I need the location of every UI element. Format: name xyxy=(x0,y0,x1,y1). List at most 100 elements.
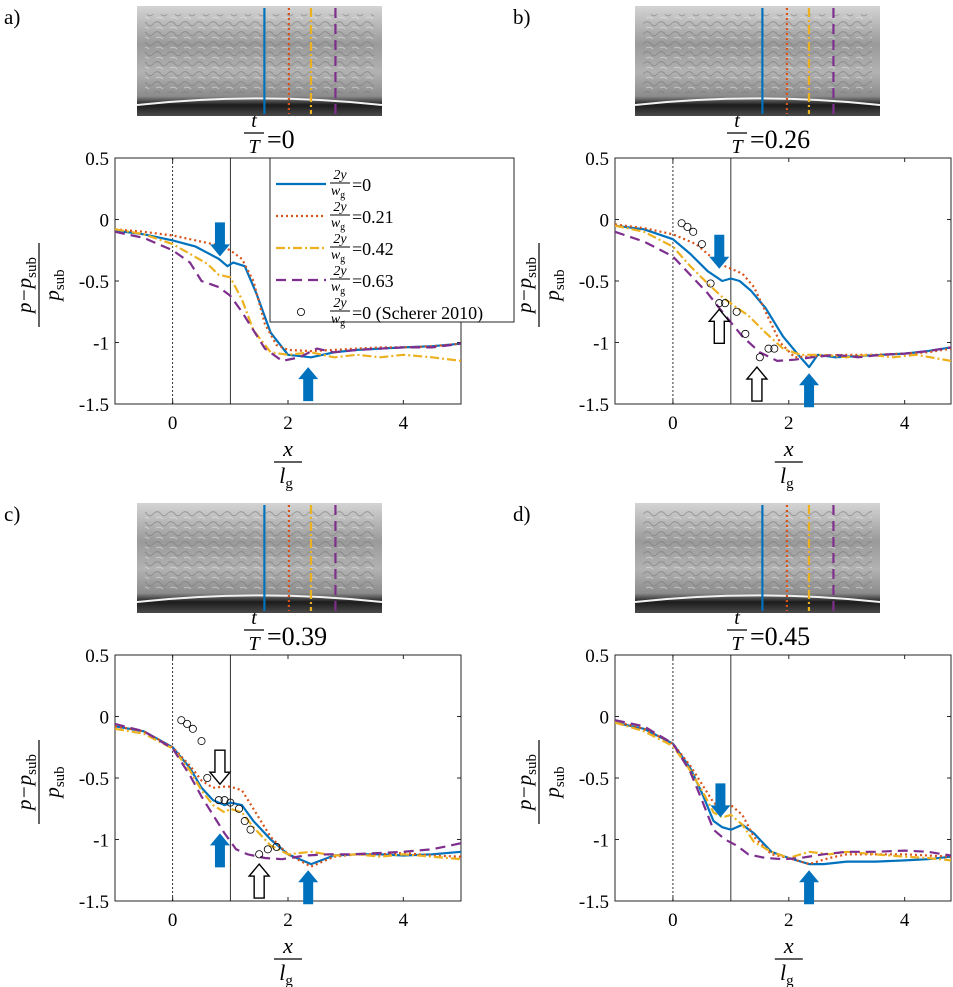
series-line-2y-0 xyxy=(615,224,951,369)
x-axis-label-denominator: lg xyxy=(780,463,794,492)
y-axis-label-numerator-sub: sub xyxy=(524,257,540,278)
scherer-2010-marker xyxy=(197,737,206,746)
scherer-2010-marker xyxy=(706,279,715,288)
plot-area xyxy=(615,219,951,369)
time-label-numerator: t xyxy=(734,110,740,132)
filled-arrow-marker xyxy=(209,833,230,868)
scherer-2010-marker xyxy=(764,344,773,353)
y-axis-label-denominator: psub xyxy=(40,766,68,799)
scherer-2010-marker xyxy=(683,222,692,231)
legend-entry-value: =0.42 xyxy=(352,239,394,259)
y-axis-label-numerator-sub: sub xyxy=(24,257,40,278)
filled-arrow-marker xyxy=(709,234,730,269)
scherer-2010-marker xyxy=(188,724,197,733)
legend-fraction-denominator-sub: g xyxy=(340,254,345,265)
y-axis-label-numerator: p−psub xyxy=(12,754,40,812)
legend-fraction-denominator-sub: g xyxy=(340,318,345,329)
panel-label: d) xyxy=(513,502,531,526)
glottis-image xyxy=(634,6,881,116)
y-axis-label-denominator-sub: sub xyxy=(552,269,568,290)
legend-fraction-denominator-sub: g xyxy=(340,190,345,201)
y-axis-label-denominator-sub: sub xyxy=(52,269,68,290)
y-tick-label: 0.5 xyxy=(585,646,609,667)
scherer-2010-marker xyxy=(677,219,686,228)
x-tick-label: 2 xyxy=(283,413,293,434)
axes-box xyxy=(614,654,952,902)
x-axis-label-denominator-sub: g xyxy=(285,973,293,987)
legend-fraction-numerator: 2y xyxy=(333,200,347,215)
image-texture xyxy=(643,14,872,94)
time-label-denominator: T xyxy=(731,633,744,655)
legend-swatch-marker xyxy=(296,307,305,316)
x-tick-label: 4 xyxy=(399,910,409,931)
panel-label: b) xyxy=(513,5,531,29)
scherer-2010-marker xyxy=(689,227,698,236)
series-line-2y-0 xyxy=(615,721,951,866)
y-axis-label-numerator-sub: sub xyxy=(524,754,540,775)
scherer-2010-marker xyxy=(770,344,779,353)
time-label-numerator: t xyxy=(251,110,257,132)
scherer-2010-marker xyxy=(246,825,255,834)
time-label-denominator: T xyxy=(248,136,261,158)
series-line-2y-0-42 xyxy=(115,727,461,861)
x-tick-label: 4 xyxy=(399,413,409,434)
y-tick-label: 0 xyxy=(600,708,610,729)
time-label: tT =0.45 xyxy=(727,607,810,655)
y-axis-label-denominator: psub xyxy=(540,269,568,302)
legend: 2ywg=02ywg=0.212ywg=0.422ywg=0.632ywg=0 … xyxy=(269,157,515,329)
x-tick-label: 2 xyxy=(283,910,293,931)
y-tick-label: 0 xyxy=(100,211,110,232)
panels-root: a)tT =00.50-0.5-1-1.50 2 4p−psubpsubxlgb)tT… xyxy=(4,5,952,987)
x-axis-label: xlg xyxy=(274,436,302,492)
y-tick-label: -0.5 xyxy=(79,272,109,293)
scherer-2010-marker xyxy=(721,299,730,308)
series-line-2y-0-42 xyxy=(615,721,951,862)
x-tick-label: 4 xyxy=(900,413,910,434)
legend-fraction-denominator-sub: g xyxy=(340,286,345,297)
x-axis-label-denominator: lg xyxy=(279,960,293,987)
time-label: tT =0 xyxy=(244,110,295,158)
hollow-arrow-marker xyxy=(707,308,731,344)
x-axis-label-denominator-sub: g xyxy=(285,476,293,492)
filled-arrow-marker xyxy=(298,870,319,905)
plot-area xyxy=(115,228,461,362)
x-axis-label-numerator: x xyxy=(783,933,794,958)
legend-entry-value: =0 (Scherer 2010) xyxy=(352,303,483,324)
time-label-denominator: T xyxy=(248,633,261,655)
x-tick-label: 0 xyxy=(668,413,678,434)
hollow-arrow-marker xyxy=(745,366,769,402)
glottis-image xyxy=(136,503,383,613)
filled-arrow-marker xyxy=(298,367,319,402)
series-line-2y-0 xyxy=(115,725,461,866)
scherer-2010-marker xyxy=(715,299,724,308)
scherer-2010-marker xyxy=(255,850,264,859)
plot-area xyxy=(115,716,461,868)
x-tick-label: 0 xyxy=(668,910,678,931)
plot-area xyxy=(615,719,951,866)
image-fold-edge xyxy=(634,594,881,603)
time-label-denominator: T xyxy=(731,136,744,158)
x-tick-label: 0 xyxy=(168,910,178,931)
scherer-2010-marker xyxy=(214,796,223,805)
panel-label: c) xyxy=(4,502,20,526)
y-tick-label: 0.5 xyxy=(85,646,109,667)
scherer-2010-marker xyxy=(203,774,212,783)
y-tick-label: 0 xyxy=(600,211,610,232)
image-fold-edge xyxy=(634,97,881,106)
y-tick-label: -1 xyxy=(593,334,609,355)
series-line-2y-0-63 xyxy=(615,719,951,861)
series-line-2y-0-21 xyxy=(615,720,951,866)
glottis-image xyxy=(634,503,881,613)
series-line-2y-0-63 xyxy=(615,230,951,362)
scherer-2010-marker xyxy=(177,716,186,725)
time-label-numerator: t xyxy=(734,607,740,629)
scherer-2010-marker xyxy=(272,842,281,851)
time-label: tT =0.39 xyxy=(244,607,327,655)
filled-arrow-marker xyxy=(710,783,731,818)
